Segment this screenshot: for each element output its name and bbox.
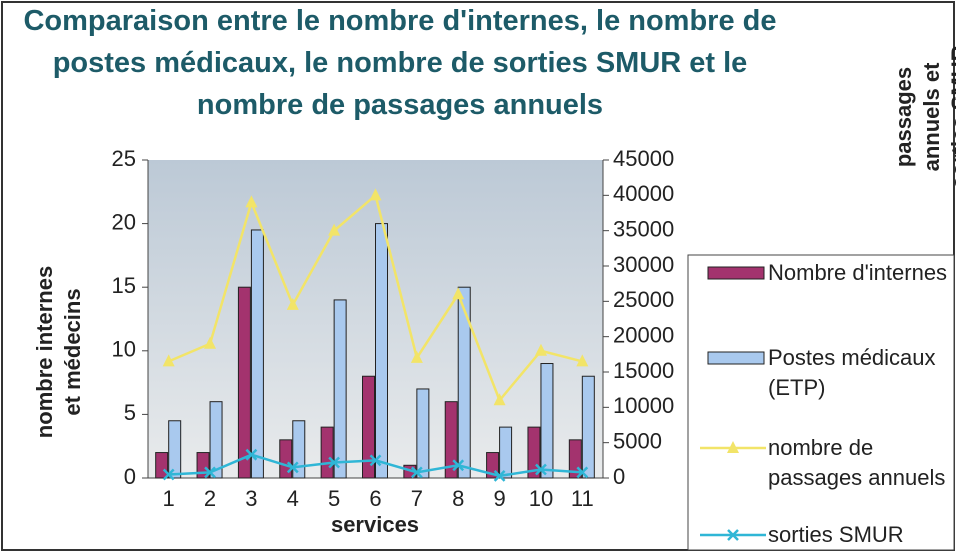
x-tick-label: 9 [493,486,505,511]
marker [369,188,382,201]
y2-tick-label: 25000 [613,287,674,312]
marker [534,343,547,356]
marker [162,354,175,367]
x-tick-label: 4 [287,486,299,511]
marker [162,468,175,481]
y-tick-label: 10 [112,337,136,362]
bar [155,452,169,479]
marker [576,354,589,367]
marker [286,297,299,310]
marker [328,223,341,236]
marker [410,466,423,479]
legend-box [687,254,955,551]
x-axis-label: services [330,512,420,537]
x-tick-label: 10 [529,486,553,511]
marker [576,466,589,479]
y-tick-label: 5 [124,400,136,425]
y-tick-label: 15 [112,273,136,298]
bar [209,401,223,479]
x-tick-label: 5 [328,486,340,511]
bar [237,286,251,479]
legend-marker [727,529,739,541]
bar [320,426,334,479]
marker [245,448,258,461]
y2-axis-label: passages annuels et sorties SMUR [891,45,956,189]
bar [362,375,375,479]
bar [168,420,182,479]
bar [416,388,430,479]
marker [286,461,299,474]
legend-marker [727,441,739,453]
legend-swatch [707,351,765,365]
legend-label: Nombre d'internes [768,260,948,285]
marker [452,287,465,300]
bar [444,401,458,479]
legend-label: nombre de passages annuels [768,435,946,490]
y-tick-label: 20 [112,209,136,234]
y-axis-label: nombre internes et médecins [32,265,85,439]
x-tick-label: 2 [204,486,216,511]
x-tick-label: 3 [245,486,257,511]
y-tick-label: 0 [124,464,136,489]
y2-tick-label: 45000 [613,146,674,171]
legend-swatch [707,266,765,280]
bar [250,229,264,479]
marker [245,195,258,208]
x-tick-label: 6 [369,486,381,511]
bar [499,426,513,479]
marker [493,393,506,406]
bar [581,375,595,479]
bar [375,223,388,479]
x-tick-label: 7 [411,486,423,511]
y2-tick-label: 30000 [613,252,674,277]
chart-title: Comparaison entre le nombre d'internes, … [23,5,777,121]
legend-label: Postes médicaux (ETP) [768,345,936,400]
x-tick-label: 8 [452,486,464,511]
marker [328,456,341,469]
marker [410,350,423,363]
x-tick-label: 1 [163,486,175,511]
y2-tick-label: 15000 [613,358,674,383]
marker [369,454,382,467]
bar [333,299,347,479]
y2-tick-label: 10000 [613,393,674,418]
marker [204,336,217,349]
y2-tick-label: 20000 [613,322,674,347]
y2-tick-label: 35000 [613,216,674,241]
marker [535,463,547,476]
bar [540,363,554,479]
y2-tick-label: 40000 [613,181,674,206]
legend-label: sorties SMUR [768,522,904,547]
marker [204,466,216,479]
y2-tick-label: 5000 [613,428,662,453]
x-tick-label: 11 [571,486,594,511]
bar [457,286,471,479]
y-tick-label: 25 [112,146,136,171]
marker [452,459,465,472]
bar [279,439,293,479]
y2-tick-label: 0 [613,464,625,489]
marker [493,469,506,482]
